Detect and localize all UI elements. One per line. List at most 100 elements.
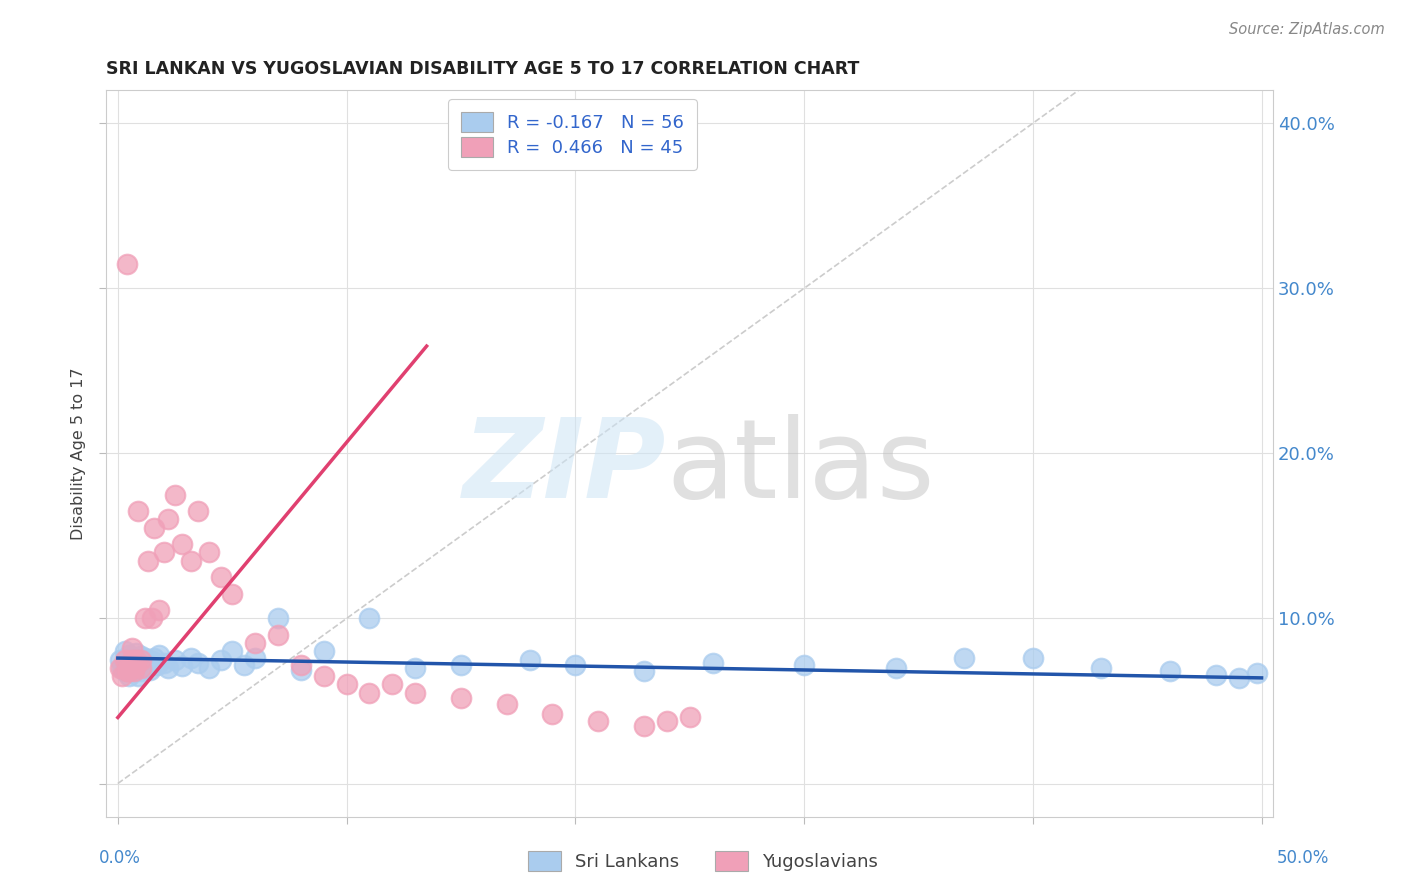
Point — [655, 714, 678, 728]
Point — [121, 653, 143, 667]
Point — [118, 669, 141, 683]
Point — [127, 669, 149, 683]
Point — [884, 661, 907, 675]
Point — [121, 641, 143, 656]
Text: ZIP: ZIP — [463, 415, 666, 522]
Point — [118, 657, 141, 672]
Point — [290, 663, 312, 677]
Point — [111, 661, 134, 675]
Point — [141, 611, 163, 625]
Point — [143, 521, 166, 535]
Point — [114, 665, 136, 679]
Point — [152, 656, 174, 670]
Point — [163, 488, 186, 502]
Point — [108, 661, 131, 675]
Point — [198, 661, 221, 675]
Point — [170, 537, 193, 551]
Point — [519, 653, 541, 667]
Point — [541, 707, 564, 722]
Point — [129, 649, 152, 664]
Point — [1205, 667, 1227, 681]
Point — [312, 644, 335, 658]
Point — [114, 644, 136, 658]
Point — [122, 661, 145, 675]
Point — [136, 554, 159, 568]
Point — [118, 665, 141, 679]
Point — [134, 651, 156, 665]
Point — [1090, 661, 1112, 675]
Point — [1246, 665, 1268, 680]
Point — [129, 661, 152, 675]
Point — [115, 665, 138, 679]
Point — [145, 657, 167, 672]
Point — [359, 686, 381, 700]
Point — [148, 648, 170, 662]
Point — [108, 653, 131, 667]
Point — [359, 611, 381, 625]
Point — [122, 665, 145, 679]
Point — [243, 651, 266, 665]
Text: SRI LANKAN VS YUGOSLAVIAN DISABILITY AGE 5 TO 17 CORRELATION CHART: SRI LANKAN VS YUGOSLAVIAN DISABILITY AGE… — [107, 60, 859, 78]
Text: atlas: atlas — [666, 415, 935, 522]
Point — [290, 657, 312, 672]
Point — [157, 512, 180, 526]
Point — [267, 628, 290, 642]
Point — [187, 504, 209, 518]
Point — [1022, 651, 1045, 665]
Legend: Sri Lankans, Yugoslavians: Sri Lankans, Yugoslavians — [520, 844, 886, 879]
Point — [209, 653, 232, 667]
Text: 0.0%: 0.0% — [98, 849, 141, 867]
Point — [381, 677, 404, 691]
Point — [953, 651, 976, 665]
Point — [450, 657, 472, 672]
Point — [1227, 671, 1250, 685]
Point — [115, 653, 138, 667]
Point — [115, 256, 138, 270]
Point — [312, 669, 335, 683]
Point — [132, 656, 155, 670]
Point — [125, 646, 148, 660]
Point — [122, 665, 145, 679]
Point — [335, 677, 357, 691]
Point — [125, 661, 148, 675]
Point — [129, 653, 152, 667]
Point — [139, 663, 162, 677]
Point — [127, 504, 149, 518]
Point — [152, 545, 174, 559]
Point — [1159, 665, 1181, 679]
Point — [243, 636, 266, 650]
Point — [115, 657, 138, 672]
Point — [157, 661, 180, 675]
Point — [187, 656, 209, 670]
Point — [495, 698, 517, 712]
Point — [121, 659, 143, 673]
Point — [564, 657, 586, 672]
Point — [136, 659, 159, 673]
Point — [679, 710, 702, 724]
Point — [180, 651, 202, 665]
Point — [122, 656, 145, 670]
Point — [180, 554, 202, 568]
Point — [125, 657, 148, 672]
Point — [129, 665, 152, 679]
Point — [198, 545, 221, 559]
Point — [134, 611, 156, 625]
Point — [143, 651, 166, 665]
Y-axis label: Disability Age 5 to 17: Disability Age 5 to 17 — [72, 368, 86, 540]
Text: Source: ZipAtlas.com: Source: ZipAtlas.com — [1229, 22, 1385, 37]
Point — [127, 653, 149, 667]
Point — [221, 644, 243, 658]
Point — [141, 654, 163, 668]
Point — [793, 657, 815, 672]
Point — [450, 690, 472, 705]
Point — [221, 587, 243, 601]
Point — [404, 686, 426, 700]
Point — [209, 570, 232, 584]
Point — [148, 603, 170, 617]
Point — [121, 651, 143, 665]
Point — [586, 714, 609, 728]
Legend: R = -0.167   N = 56, R =  0.466   N = 45: R = -0.167 N = 56, R = 0.466 N = 45 — [449, 99, 697, 169]
Point — [404, 661, 426, 675]
Point — [111, 669, 134, 683]
Point — [232, 657, 254, 672]
